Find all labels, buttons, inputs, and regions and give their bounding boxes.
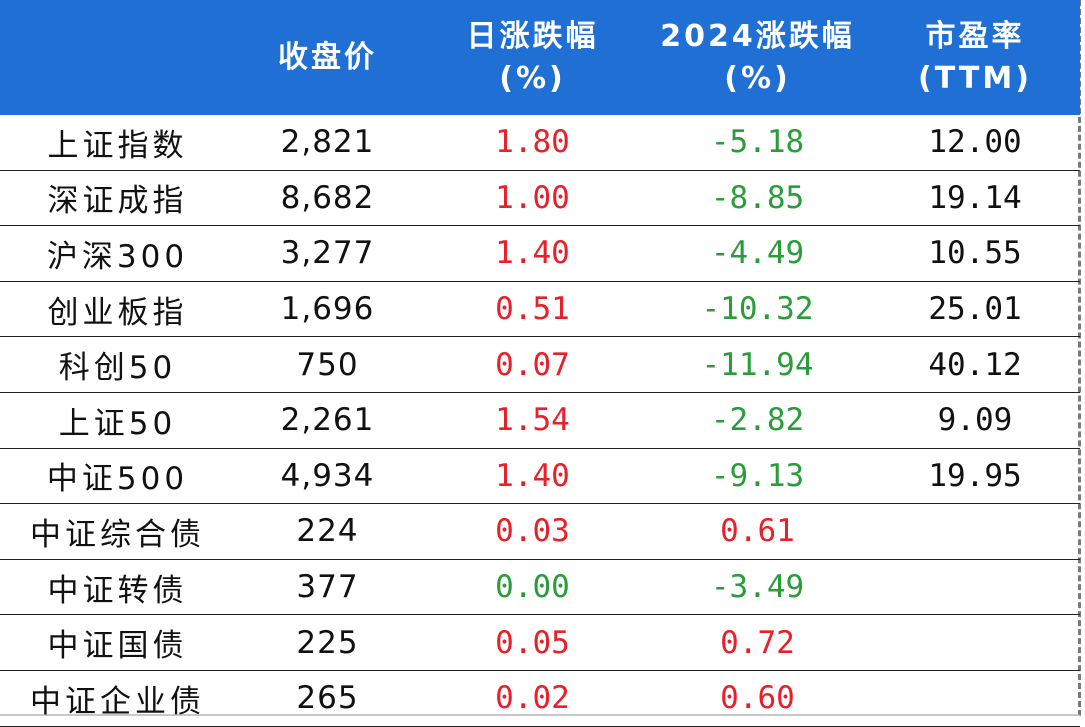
close-price-cell: 750 [235,336,420,393]
index-name-cell: 中证转债 [0,559,235,616]
pe-ratio-cell: 25.01 [870,281,1080,338]
table-row: 深证成指 8,682 1.00 -8.85 19.14 [0,170,1080,227]
ytd-change-cell: -5.18 [645,115,870,171]
daily-change-cell: 0.02 [420,670,645,727]
header-daily-change-label: 日涨跌幅 [466,18,599,54]
table-row: 上证50 2,261 1.54 -2.82 9.09 [0,392,1080,449]
header-close: 收盘价 [235,0,420,115]
index-name-cell: 中证国债 [0,614,235,671]
daily-change-cell: 0.51 [420,281,645,338]
pe-ratio-cell: 19.95 [870,448,1080,505]
header-pe: 市盈率 (TTM) [870,0,1080,115]
ytd-change-cell: -8.85 [645,170,870,227]
table-row: 上证指数 2,821 1.80 -5.18 12.00 [0,115,1080,171]
header-daily-change-unit: (%) [499,60,566,96]
index-name-cell: 中证综合债 [0,503,235,560]
daily-change-cell: 1.54 [420,392,645,449]
ytd-change-cell: -3.49 [645,559,870,616]
close-price-cell: 377 [235,559,420,616]
ytd-change-cell: -4.49 [645,225,870,282]
index-name-cell: 沪深300 [0,225,235,282]
table-row: 中证国债 225 0.05 0.72 [0,614,1080,671]
pe-ratio-cell [870,559,1080,616]
index-name-cell: 中证500 [0,448,235,505]
close-price-cell: 4,934 [235,448,420,505]
close-price-cell: 2,821 [235,115,420,171]
pe-ratio-cell [870,670,1080,727]
ytd-change-cell: 0.72 [645,614,870,671]
pe-ratio-cell: 9.09 [870,392,1080,449]
table-row: 科创50 750 0.07 -11.94 40.12 [0,336,1080,393]
index-name-cell: 深证成指 [0,170,235,227]
header-row: 收盘价 日涨跌幅 (%) 2024涨跌幅 (%) 市盈率 (TTM) [0,0,1080,115]
table-row: 中证500 4,934 1.40 -9.13 19.95 [0,448,1080,505]
close-price-cell: 265 [235,670,420,727]
close-price-cell: 2,261 [235,392,420,449]
table-row: 中证企业债 265 0.02 0.60 [0,670,1080,727]
header-pe-unit: (TTM) [918,60,1032,96]
ytd-change-cell: -11.94 [645,336,870,393]
header-pe-label: 市盈率 [925,18,1025,54]
close-price-cell: 225 [235,614,420,671]
pe-ratio-cell: 10.55 [870,225,1080,282]
daily-change-cell: 1.00 [420,170,645,227]
pe-ratio-cell [870,614,1080,671]
daily-change-cell: 0.03 [420,503,645,560]
index-name-cell: 上证指数 [0,115,235,171]
pe-ratio-cell: 40.12 [870,336,1080,393]
ytd-change-cell: -2.82 [645,392,870,449]
index-name-cell: 科创50 [0,336,235,393]
index-name-cell: 中证企业债 [0,670,235,727]
header-ytd-change-unit: (%) [724,60,791,96]
header-close-label: 收盘价 [278,39,377,75]
close-price-cell: 3,277 [235,225,420,282]
daily-change-cell: 0.05 [420,614,645,671]
header-ytd-change: 2024涨跌幅 (%) [645,0,870,115]
ytd-change-cell: -10.32 [645,281,870,338]
table-row: 创业板指 1,696 0.51 -10.32 25.01 [0,281,1080,338]
header-ytd-change-label: 2024涨跌幅 [660,18,855,54]
close-price-cell: 1,696 [235,281,420,338]
index-name-cell: 上证50 [0,392,235,449]
close-price-cell: 8,682 [235,170,420,227]
index-name-cell: 创业板指 [0,281,235,338]
table-row: 沪深300 3,277 1.40 -4.49 10.55 [0,225,1080,282]
daily-change-cell: 1.40 [420,225,645,282]
table-row: 中证转债 377 0.00 -3.49 [0,559,1080,616]
ytd-change-cell: 0.60 [645,670,870,727]
daily-change-cell: 1.40 [420,448,645,505]
table-row: 中证综合债 224 0.03 0.61 [0,503,1080,560]
header-name [0,0,235,115]
daily-change-cell: 0.00 [420,559,645,616]
pe-ratio-cell: 12.00 [870,115,1080,171]
header-daily-change: 日涨跌幅 (%) [420,0,645,115]
ytd-change-cell: -9.13 [645,448,870,505]
ytd-change-cell: 0.61 [645,503,870,560]
pe-ratio-cell: 19.14 [870,170,1080,227]
daily-change-cell: 0.07 [420,336,645,393]
close-price-cell: 224 [235,503,420,560]
table-body: 上证指数 2,821 1.80 -5.18 12.00 深证成指 8,682 1.00 -8.8… [0,115,1080,727]
pe-ratio-cell [870,503,1080,560]
daily-change-cell: 1.80 [420,115,645,171]
